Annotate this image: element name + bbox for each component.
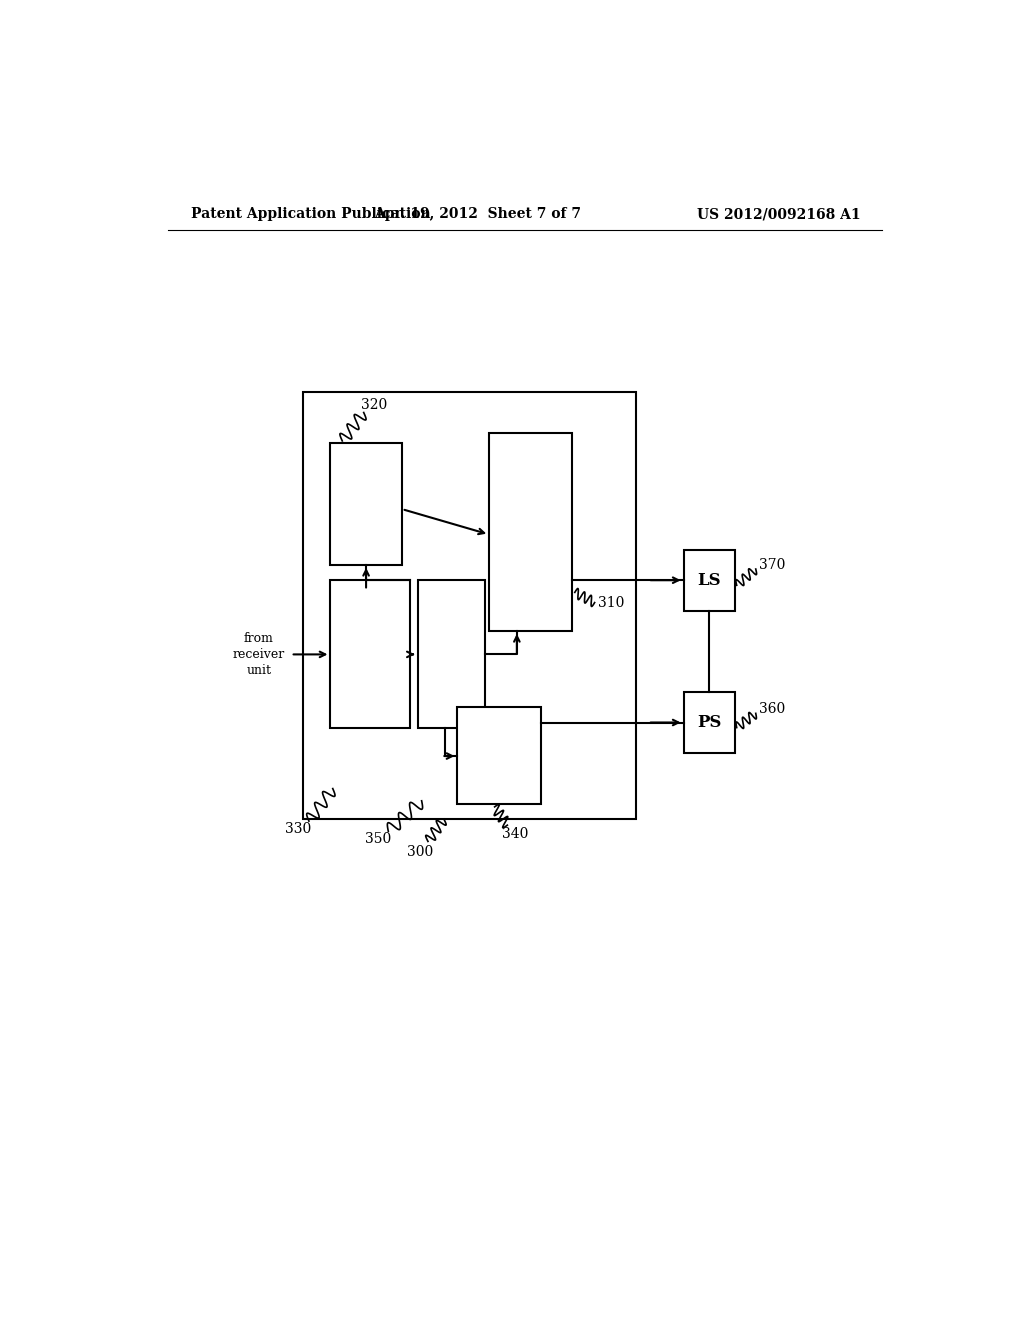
FancyBboxPatch shape — [684, 549, 735, 611]
FancyBboxPatch shape — [331, 581, 410, 727]
FancyBboxPatch shape — [331, 444, 401, 565]
FancyBboxPatch shape — [458, 708, 541, 804]
Text: 330: 330 — [286, 822, 311, 837]
FancyBboxPatch shape — [418, 581, 485, 727]
Text: US 2012/0092168 A1: US 2012/0092168 A1 — [697, 207, 860, 222]
Text: 360: 360 — [759, 702, 785, 717]
Text: PS: PS — [697, 714, 722, 731]
FancyBboxPatch shape — [303, 392, 636, 818]
Text: 300: 300 — [407, 845, 433, 858]
Text: LS: LS — [697, 572, 721, 589]
Text: 320: 320 — [360, 399, 387, 412]
FancyBboxPatch shape — [684, 692, 735, 752]
Text: 350: 350 — [365, 833, 391, 846]
Text: 340: 340 — [502, 828, 528, 841]
Text: 310: 310 — [598, 595, 625, 610]
Text: Apr. 19, 2012  Sheet 7 of 7: Apr. 19, 2012 Sheet 7 of 7 — [374, 207, 581, 222]
Text: FIG. 4: FIG. 4 — [499, 396, 583, 420]
Text: Patent Application Publication: Patent Application Publication — [191, 207, 431, 222]
Text: 370: 370 — [759, 558, 785, 572]
Text: from
receiver
unit: from receiver unit — [232, 632, 285, 677]
FancyBboxPatch shape — [489, 433, 572, 631]
